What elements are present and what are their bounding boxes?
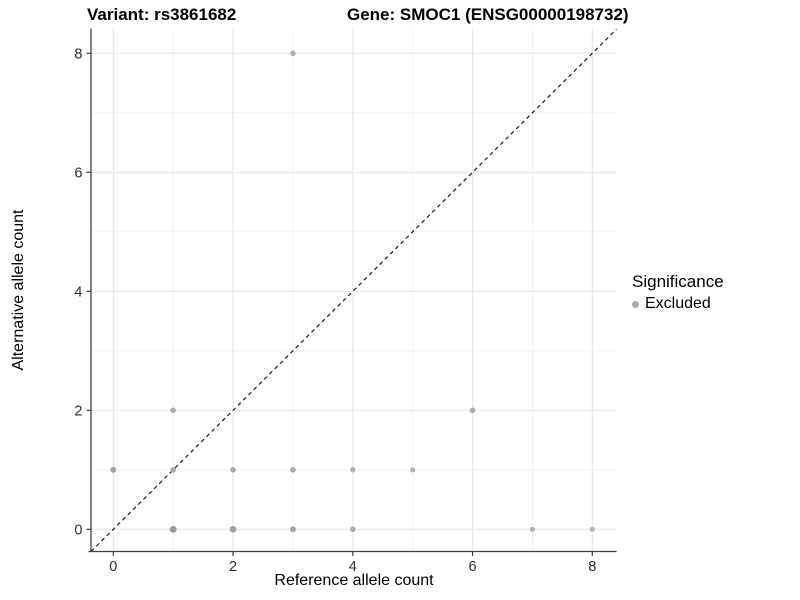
data-point — [170, 467, 176, 473]
y-tick-label: 4 — [74, 284, 82, 300]
legend-item-excluded: Excluded — [632, 295, 724, 313]
data-point — [589, 526, 595, 532]
x-axis-title: Reference allele count — [274, 572, 434, 589]
x-tick-label: 6 — [469, 559, 477, 575]
data-point — [289, 526, 296, 533]
y-axis-title: Alternative allele count — [10, 209, 27, 371]
data-point — [169, 525, 177, 533]
variant-title: Variant: rs3861682 — [87, 5, 237, 24]
x-tick-label: 4 — [349, 559, 357, 575]
x-tick-label: 8 — [588, 559, 596, 575]
data-point — [350, 526, 356, 533]
data-point — [230, 467, 236, 473]
identity-line — [90, 28, 617, 552]
data-point — [410, 467, 416, 473]
y-tick-label: 6 — [74, 165, 82, 181]
data-point — [529, 526, 536, 532]
legend-title: Significance — [632, 272, 724, 291]
excluded-point-swatch — [632, 300, 639, 308]
y-tick-label: 8 — [74, 46, 82, 62]
x-tick-label: 2 — [229, 559, 237, 575]
y-tick-label: 0 — [74, 522, 82, 538]
data-point — [290, 467, 296, 473]
data-point — [469, 407, 476, 414]
legend: Significance Excluded — [632, 272, 724, 313]
y-tick-label: 2 — [74, 403, 82, 419]
data-point — [170, 407, 176, 414]
data-point — [110, 466, 117, 473]
data-point — [229, 526, 237, 533]
data-point — [350, 467, 356, 473]
gene-title: Gene: SMOC1 (ENSG00000198732) — [347, 5, 629, 24]
legend-item-label: Excluded — [645, 295, 711, 312]
x-tick-label: 0 — [109, 559, 117, 575]
data-point — [290, 50, 296, 57]
